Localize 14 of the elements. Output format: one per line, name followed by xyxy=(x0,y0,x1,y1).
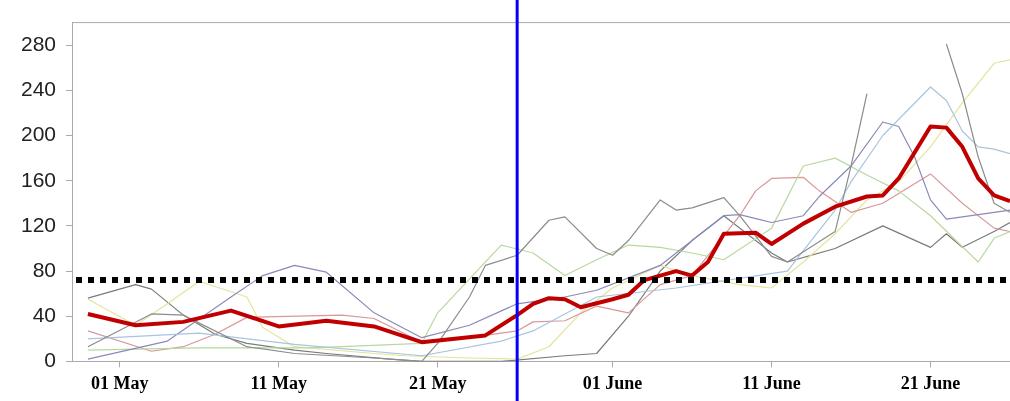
x-tick-label: 01 June xyxy=(582,372,643,393)
y-tick-label: 40 xyxy=(32,303,56,327)
y-tick-label: 120 xyxy=(20,212,56,236)
y-tick-label: 200 xyxy=(20,122,56,146)
x-tick-label: 11 May xyxy=(250,372,307,393)
y-tick-label: 160 xyxy=(20,167,56,191)
x-tick-label: 11 June xyxy=(742,372,801,393)
y-tick-label: 240 xyxy=(20,77,56,101)
x-tick-label: 21 June xyxy=(900,372,961,393)
x-tick-label: 21 May xyxy=(408,372,467,393)
x-tick-label: 01 May xyxy=(90,372,149,393)
y-tick-label: 280 xyxy=(20,31,56,55)
y-tick-label: 0 xyxy=(44,348,56,372)
y-tick-label: 80 xyxy=(32,257,56,281)
